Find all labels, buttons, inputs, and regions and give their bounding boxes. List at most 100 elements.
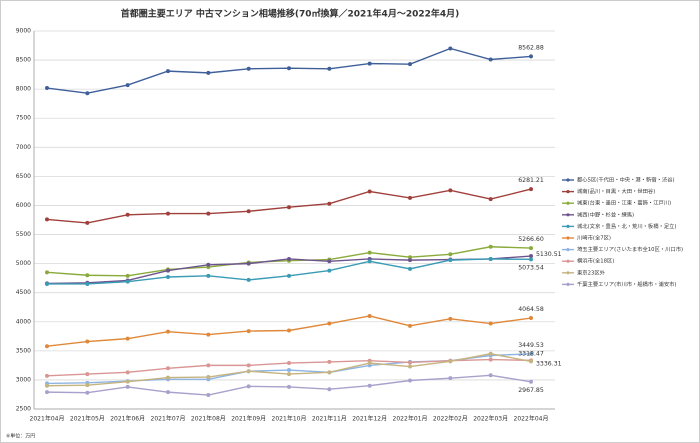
legend-marker [566, 178, 570, 182]
point [45, 390, 49, 395]
legend-marker [566, 259, 570, 263]
point [166, 366, 170, 371]
point [448, 376, 453, 381]
point [166, 375, 170, 380]
x-tick-label: 2022年04月 [514, 415, 549, 423]
x-tick-label: 2022年02月 [433, 415, 468, 423]
point [166, 211, 170, 216]
point [206, 262, 211, 267]
point [85, 273, 90, 278]
point [488, 256, 493, 261]
y-tick-label: 5500 [16, 231, 31, 238]
point [448, 359, 453, 364]
point [327, 268, 332, 273]
point [448, 46, 453, 51]
point [488, 197, 493, 202]
point [246, 363, 251, 368]
x-tick-label: 2021年08月 [191, 415, 226, 423]
point [408, 258, 412, 263]
point [287, 384, 291, 389]
legend-label: 城北(文京・豊島・北・荒川・板橋・足立) [577, 222, 676, 230]
point [206, 70, 211, 75]
point [408, 360, 412, 365]
legend-label: 都心5区(千代田・中央・港・新宿・渋谷) [577, 176, 675, 184]
legend-marker [566, 248, 570, 252]
y-tick-label: 4500 [16, 289, 31, 296]
point [488, 244, 493, 249]
x-tick-label: 2021年11月 [312, 415, 347, 423]
point [448, 258, 453, 263]
point [448, 316, 453, 321]
point [85, 383, 90, 388]
point [85, 339, 90, 344]
point [448, 188, 453, 193]
point [45, 270, 49, 275]
point [367, 189, 372, 194]
point [246, 384, 251, 389]
x-tick-label: 2021年09月 [231, 415, 266, 423]
point [488, 357, 493, 362]
value-label: 5130.51 [536, 251, 562, 258]
legend-label: 城南(品川・目黒・大田・世田谷) [577, 187, 655, 195]
legend-label: 横浜市(全18区) [577, 257, 614, 265]
x-tick-label: 2021年05月 [70, 415, 105, 423]
point [246, 329, 251, 334]
point [125, 273, 130, 278]
y-tick-label: 6000 [16, 202, 31, 209]
point [287, 256, 291, 261]
point [367, 61, 372, 66]
point [327, 359, 332, 364]
point [327, 201, 332, 206]
point [367, 250, 372, 255]
point [85, 372, 90, 377]
point [529, 187, 533, 192]
point [367, 313, 372, 318]
x-tick-label: 2022年01月 [393, 415, 428, 423]
legend-marker [566, 190, 570, 194]
point [166, 329, 170, 334]
point [529, 246, 533, 251]
y-tick-label: 8500 [16, 57, 31, 64]
value-label: 5266.60 [518, 236, 544, 243]
value-label: 3318.47 [518, 350, 544, 357]
value-label: 5073.54 [518, 264, 544, 271]
point [529, 316, 533, 321]
legend-marker [566, 224, 570, 228]
point [287, 273, 291, 278]
legend-marker [566, 201, 570, 205]
x-tick-label: 2021年07月 [151, 415, 186, 423]
legend-marker [566, 236, 570, 240]
legend-label: 城東(台東・墨田・江東・葛飾・江戸川) [577, 199, 671, 207]
point [125, 370, 130, 375]
point [408, 255, 412, 260]
point [206, 211, 211, 216]
point [287, 372, 291, 377]
point [85, 281, 90, 286]
point [246, 66, 251, 71]
point [529, 359, 533, 364]
point [327, 321, 332, 326]
legend-marker [566, 282, 570, 286]
point [45, 217, 49, 222]
legend-label: 城西(中野・杉並・練馬) [577, 210, 634, 218]
point [287, 361, 291, 366]
value-label: 2967.85 [518, 387, 544, 394]
point [488, 321, 493, 326]
point [246, 369, 251, 374]
point [206, 375, 211, 380]
x-tick-label: 2021年12月 [352, 415, 387, 423]
point [246, 261, 251, 266]
point [529, 351, 533, 356]
point [529, 257, 533, 262]
point [327, 370, 332, 375]
point [125, 83, 130, 88]
point [125, 212, 130, 217]
point [166, 390, 170, 395]
point [85, 390, 90, 395]
y-tick-label: 4000 [16, 318, 31, 325]
point [408, 62, 412, 67]
point [287, 328, 291, 333]
point [125, 384, 130, 389]
point [488, 57, 493, 62]
point [408, 266, 412, 271]
